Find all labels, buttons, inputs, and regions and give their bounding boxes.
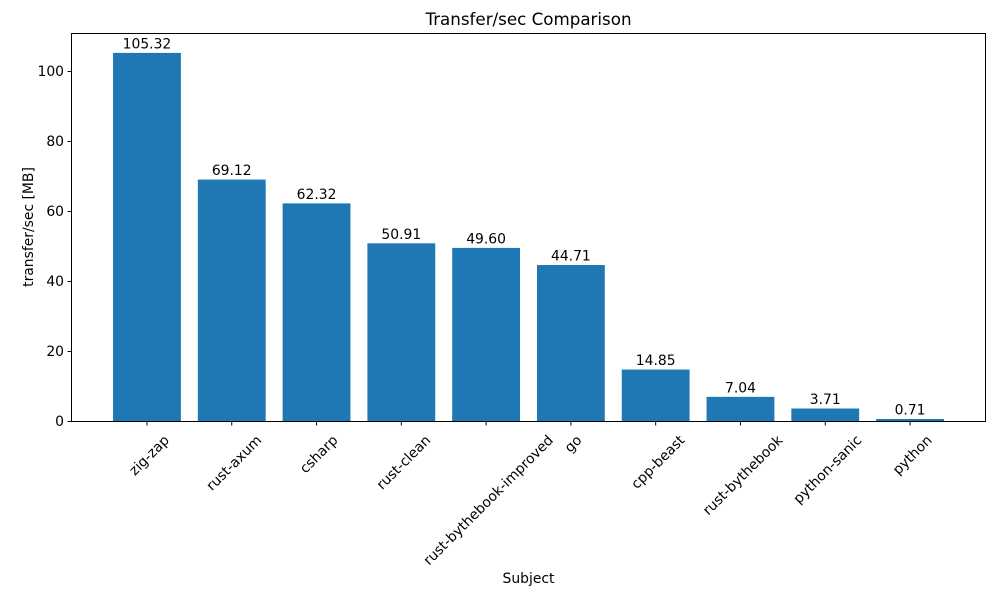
y-tick-label: 100: [37, 64, 64, 80]
bar-rust-bythebook: [706, 396, 775, 422]
y-tick-label: 80: [46, 134, 64, 150]
y-tick-label: 20: [46, 344, 64, 360]
x-tick-label: zig-zap: [126, 432, 173, 479]
bar-value-label: 50.91: [381, 227, 421, 243]
chart-title: Transfer/sec Comparison: [424, 9, 631, 29]
bar-value-label: 0.71: [895, 403, 926, 419]
bar-python: [876, 419, 944, 422]
x-tick-label: rust-clean: [374, 433, 435, 494]
bar-csharp: [282, 203, 351, 422]
plot-border: [71, 33, 986, 422]
bar-zig-zap: [113, 52, 181, 422]
bar-python-sanic: [791, 408, 860, 422]
x-tick-label: python: [890, 433, 936, 479]
bar-rust-bythebook-improved: [452, 247, 521, 422]
x-tick-label: cpp-beast: [628, 432, 688, 492]
bar-value-label: 44.71: [551, 249, 591, 265]
bar-value-label: 105.32: [123, 36, 172, 52]
bar-rust-clean: [367, 243, 436, 422]
bar-value-label: 69.12: [212, 163, 252, 179]
x-tick-label: python-sanic: [791, 433, 866, 508]
bar-rust-axum: [197, 179, 266, 422]
x-axis-label: Subject: [503, 571, 555, 587]
bar-value-label: 3.71: [810, 392, 841, 408]
y-tick-label: 60: [46, 204, 64, 220]
bar-value-label: 14.85: [636, 353, 676, 369]
bar-value-label: 62.32: [297, 187, 337, 203]
y-tick-label: 40: [46, 274, 64, 290]
bar-cpp-beast: [621, 369, 690, 422]
x-tick-label: rust-bythebook: [700, 433, 786, 519]
bar-go: [536, 265, 605, 422]
x-ticks-group: zig-zap rust-axum csharp rust-cleanrust-byt…: [126, 421, 936, 569]
bar-value-label: 7.04: [725, 380, 756, 396]
x-tick-label: rust-bythebook-improved: [421, 433, 557, 569]
x-tick-label: rust-axum: [204, 433, 266, 495]
bar-value-label: 49.60: [466, 231, 506, 247]
y-axis-label: transfer/sec [MB]: [21, 167, 37, 287]
value-labels-group: 105.32 69.12 62.32 50.91 49.60 44.71 14.85 7.04…: [123, 36, 926, 418]
x-tick-label: go: [562, 433, 586, 457]
x-tick-label: csharp: [297, 432, 341, 476]
bars-group: [113, 52, 944, 422]
y-tick-label: 0: [55, 414, 64, 430]
y-ticks-group: 0 20 40 60 80 100: [37, 64, 72, 430]
